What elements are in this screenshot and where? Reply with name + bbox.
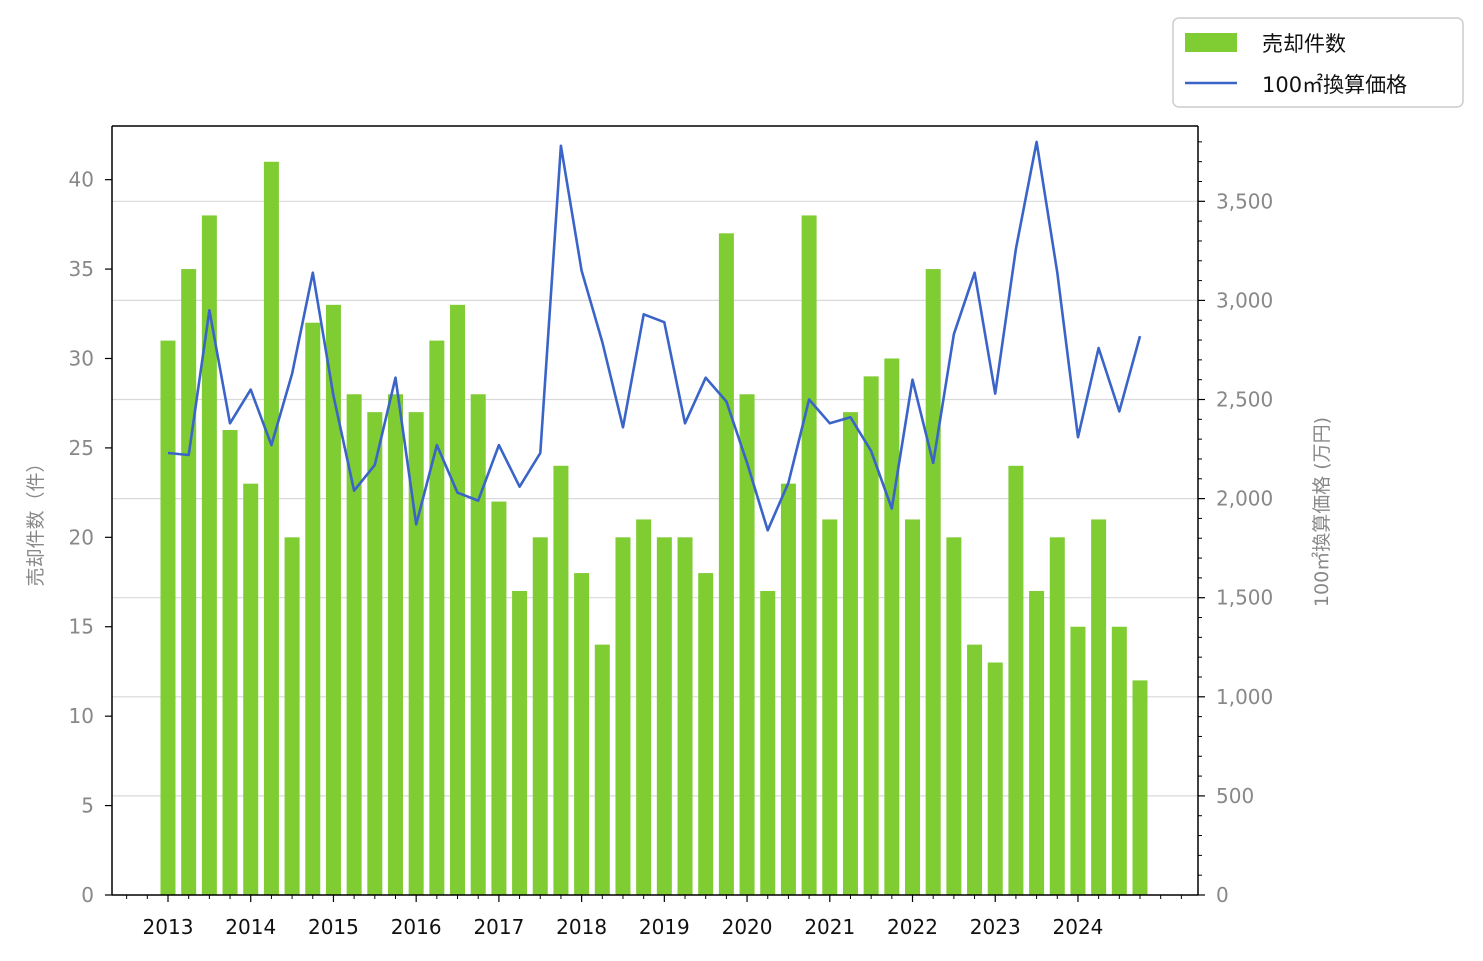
bar — [780, 483, 796, 895]
right-tick-label: 1,500 — [1216, 586, 1273, 610]
left-tick-label: 25 — [69, 436, 94, 460]
bar — [305, 322, 321, 895]
left-axis-ticks: 0 5 10 15 20 25 30 35 40 — [69, 168, 112, 907]
right-axis-ticks: 0 500 1,000 1,500 2,000 2,500 3,000 3,500 — [1198, 141, 1273, 907]
bar — [801, 215, 817, 896]
bar — [263, 161, 279, 895]
left-axis-label: 売却件数（件） — [25, 453, 47, 586]
bar — [201, 215, 217, 896]
bar — [1111, 626, 1127, 895]
bar — [1049, 537, 1065, 895]
bar — [1132, 680, 1148, 895]
bar — [656, 537, 672, 895]
bar — [967, 644, 983, 895]
bar — [677, 537, 693, 895]
bar — [160, 340, 176, 896]
bar — [553, 465, 569, 895]
left-tick-label: 30 — [69, 346, 94, 370]
left-tick-label: 35 — [69, 257, 94, 281]
x-tick-label: 2021 — [804, 915, 855, 939]
bar — [387, 394, 403, 895]
line-series — [167, 140, 1142, 532]
right-tick-label: 2,500 — [1216, 388, 1273, 412]
x-tick-label: 2018 — [556, 915, 607, 939]
bar — [925, 269, 941, 895]
right-tick-label: 500 — [1216, 784, 1254, 808]
bar — [718, 233, 734, 896]
left-tick-label: 0 — [81, 883, 94, 907]
x-tick-label: 2019 — [639, 915, 690, 939]
bar — [284, 537, 300, 895]
left-tick-label: 5 — [81, 794, 94, 818]
bar — [346, 394, 362, 895]
bar — [636, 519, 652, 895]
right-tick-label: 2,000 — [1216, 487, 1273, 511]
bar — [760, 590, 776, 895]
right-tick-label: 3,500 — [1216, 189, 1273, 213]
bar-series — [160, 161, 1148, 896]
x-tick-label: 2013 — [143, 915, 194, 939]
x-axis-ticks: 2013 2014 2015 2016 2017 2018 2019 2020 2021 2022… — [126, 895, 1182, 939]
bar — [325, 304, 341, 895]
legend-bar-swatch — [1185, 33, 1237, 52]
left-tick-label: 15 — [69, 615, 94, 639]
x-tick-label: 2020 — [722, 915, 773, 939]
right-tick-label: 0 — [1216, 883, 1229, 907]
right-axis-label: 100㎡換算価格 (万円) — [1310, 417, 1333, 607]
legend: 売却件数 100㎡換算価格 — [1172, 17, 1464, 108]
x-tick-label: 2022 — [887, 915, 938, 939]
bar — [450, 304, 466, 895]
bar — [243, 483, 259, 895]
left-tick-label: 20 — [69, 525, 94, 549]
bar — [594, 644, 610, 895]
right-tick-label: 3,000 — [1216, 288, 1273, 312]
x-tick-label: 2014 — [225, 915, 276, 939]
bar — [222, 430, 238, 895]
bar — [739, 394, 755, 895]
bar — [905, 519, 921, 895]
axes — [111, 125, 1199, 896]
x-tick-label: 2016 — [391, 915, 442, 939]
bar — [946, 537, 962, 895]
bar — [822, 519, 838, 895]
x-tick-label: 2024 — [1053, 915, 1104, 939]
x-tick-label: 2023 — [970, 915, 1021, 939]
bar — [574, 573, 590, 895]
bar — [1029, 590, 1045, 895]
bar — [1070, 626, 1086, 895]
bar — [367, 412, 383, 895]
bar — [181, 269, 197, 895]
bar — [615, 537, 631, 895]
bar — [884, 358, 900, 895]
bar — [863, 376, 879, 896]
left-tick-label: 40 — [69, 168, 94, 192]
bar — [408, 412, 424, 895]
bar — [1008, 465, 1024, 895]
price-line — [167, 140, 1142, 532]
legend-line-label: 100㎡換算価格 — [1262, 73, 1407, 97]
bar — [698, 573, 714, 895]
left-tick-label: 10 — [69, 704, 94, 728]
bar — [512, 590, 528, 895]
legend-bar-label: 売却件数 — [1262, 32, 1346, 56]
bar — [842, 412, 858, 895]
bar — [491, 501, 507, 895]
bar — [532, 537, 548, 895]
x-tick-label: 2017 — [473, 915, 524, 939]
legend-box — [1172, 17, 1464, 108]
right-tick-label: 1,000 — [1216, 685, 1273, 709]
bar — [429, 340, 445, 896]
bar — [470, 394, 486, 895]
bar — [1091, 519, 1107, 895]
bar — [987, 662, 1003, 895]
x-tick-label: 2015 — [308, 915, 359, 939]
